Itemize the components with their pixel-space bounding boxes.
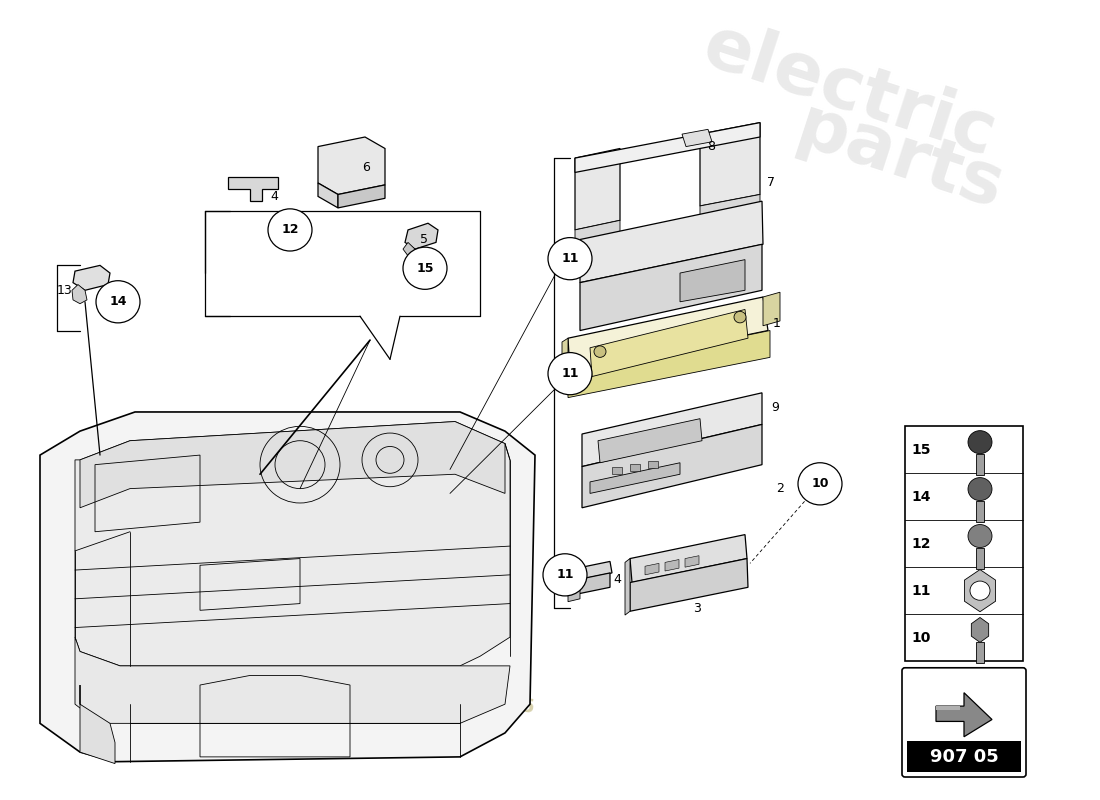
Polygon shape — [228, 178, 278, 201]
Polygon shape — [80, 422, 505, 508]
Bar — [905, 426, 1023, 661]
Polygon shape — [971, 618, 989, 642]
Text: 10: 10 — [911, 630, 931, 645]
Polygon shape — [575, 220, 620, 244]
Polygon shape — [625, 558, 630, 615]
Polygon shape — [72, 285, 87, 304]
Polygon shape — [700, 194, 760, 220]
Polygon shape — [685, 556, 698, 567]
Text: 15: 15 — [416, 262, 433, 274]
Text: electric: electric — [695, 11, 1005, 170]
FancyBboxPatch shape — [902, 668, 1026, 777]
Text: 12: 12 — [282, 223, 299, 237]
Circle shape — [798, 462, 842, 505]
Polygon shape — [568, 562, 612, 582]
Polygon shape — [403, 242, 415, 258]
Text: 3: 3 — [693, 602, 701, 615]
Polygon shape — [700, 122, 760, 206]
Text: 15: 15 — [911, 443, 931, 457]
Circle shape — [970, 581, 990, 600]
Bar — [648, 461, 658, 469]
Text: 9: 9 — [771, 401, 779, 414]
Polygon shape — [965, 570, 996, 612]
Circle shape — [403, 247, 447, 290]
Polygon shape — [682, 130, 712, 146]
Text: 907 05: 907 05 — [930, 748, 999, 766]
Text: 8: 8 — [707, 140, 715, 153]
Text: 5: 5 — [420, 233, 428, 246]
Polygon shape — [40, 412, 535, 762]
Polygon shape — [645, 563, 659, 575]
Polygon shape — [590, 462, 680, 494]
Text: 4: 4 — [613, 573, 620, 586]
Text: 10: 10 — [812, 478, 828, 490]
Circle shape — [543, 554, 587, 596]
Polygon shape — [936, 693, 992, 737]
Text: a passion for parts since 1985: a passion for parts since 1985 — [205, 653, 536, 718]
Circle shape — [548, 353, 592, 394]
Bar — [976, 454, 984, 474]
Text: 4: 4 — [270, 190, 278, 203]
Circle shape — [594, 346, 606, 358]
Polygon shape — [338, 185, 385, 208]
Text: 6: 6 — [362, 161, 370, 174]
Text: 7: 7 — [767, 175, 775, 189]
Circle shape — [268, 209, 312, 251]
Polygon shape — [582, 393, 762, 466]
Text: 11: 11 — [557, 568, 574, 582]
Bar — [612, 466, 621, 474]
Polygon shape — [590, 310, 748, 377]
Polygon shape — [80, 685, 116, 763]
Bar — [976, 547, 984, 569]
Polygon shape — [763, 292, 780, 326]
Text: 14: 14 — [109, 295, 126, 308]
Polygon shape — [318, 137, 385, 194]
Polygon shape — [680, 260, 745, 302]
Bar — [976, 642, 984, 663]
Polygon shape — [568, 573, 611, 596]
Polygon shape — [936, 706, 960, 710]
Circle shape — [968, 430, 992, 454]
Polygon shape — [580, 244, 762, 330]
Bar — [908, 741, 1021, 772]
Circle shape — [734, 311, 746, 323]
Text: 11: 11 — [561, 367, 579, 380]
Bar — [630, 464, 640, 471]
Polygon shape — [582, 425, 762, 508]
Text: parts: parts — [788, 92, 1012, 224]
Polygon shape — [580, 204, 762, 273]
Polygon shape — [405, 223, 438, 249]
Text: 11: 11 — [561, 252, 579, 265]
Polygon shape — [630, 558, 748, 611]
Text: 13: 13 — [57, 284, 73, 297]
Polygon shape — [598, 418, 702, 462]
Polygon shape — [318, 183, 338, 208]
Polygon shape — [73, 266, 110, 290]
Circle shape — [96, 281, 140, 323]
Polygon shape — [75, 422, 510, 666]
Text: 2: 2 — [776, 482, 784, 495]
Polygon shape — [630, 534, 747, 582]
Circle shape — [548, 238, 592, 280]
Polygon shape — [575, 122, 760, 173]
Text: 11: 11 — [911, 584, 931, 598]
Polygon shape — [568, 585, 580, 602]
Polygon shape — [568, 297, 768, 372]
Circle shape — [968, 478, 992, 501]
Bar — [976, 501, 984, 522]
Polygon shape — [575, 149, 620, 230]
Polygon shape — [75, 637, 510, 723]
Circle shape — [968, 525, 992, 547]
Polygon shape — [68, 417, 130, 745]
Text: 14: 14 — [911, 490, 931, 504]
Polygon shape — [666, 559, 679, 571]
Polygon shape — [568, 330, 770, 398]
Polygon shape — [580, 201, 763, 282]
Text: 12: 12 — [911, 537, 931, 550]
Polygon shape — [562, 338, 568, 375]
Text: 1: 1 — [773, 318, 781, 330]
